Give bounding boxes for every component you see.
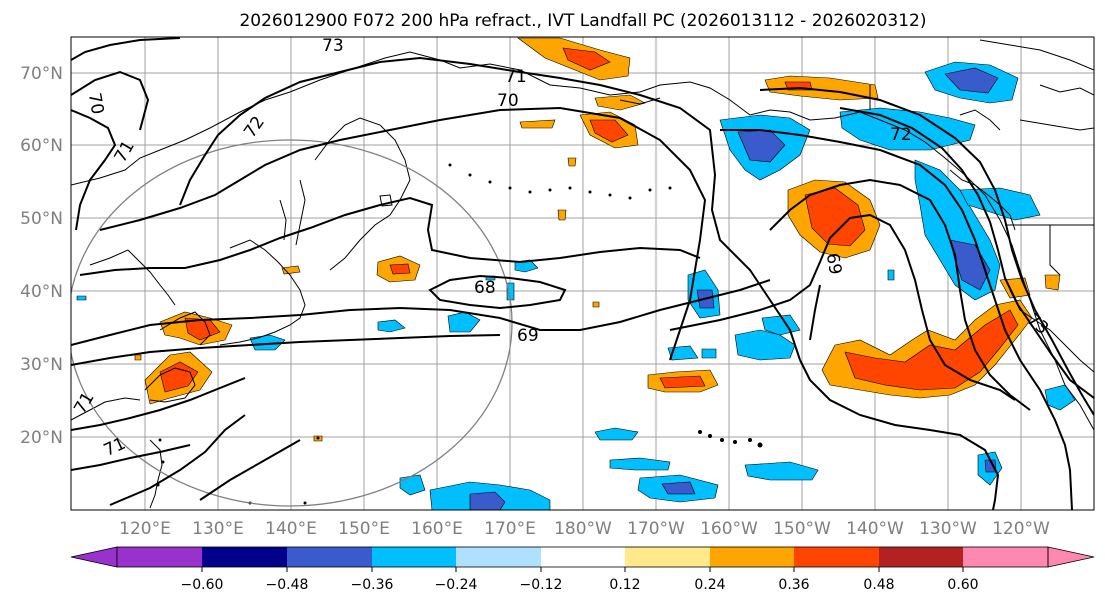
colorbar-tick-label: 0.48 bbox=[863, 577, 894, 593]
colorbar-tick-label: 0.60 bbox=[947, 577, 978, 593]
colorbar-extend-high bbox=[1047, 546, 1095, 568]
colorbar-bin bbox=[117, 547, 202, 567]
lat-label: 40°N bbox=[20, 282, 63, 302]
colorbar-bin bbox=[287, 547, 372, 567]
colorbar-tick-label: −0.24 bbox=[435, 577, 478, 593]
range-circle bbox=[71, 139, 513, 507]
lon-label: 140°E bbox=[265, 519, 317, 539]
contour-label: 68 bbox=[474, 278, 496, 298]
colorbar-tick-label: 0.36 bbox=[778, 577, 809, 593]
colorbar-bin bbox=[963, 547, 1048, 567]
ivt-negative-patches bbox=[76, 61, 1076, 510]
lon-label: 170°W bbox=[627, 519, 685, 539]
colorbar-bin bbox=[372, 547, 456, 567]
lon-label: 130°E bbox=[192, 519, 244, 539]
colorbar-tick-label: 0.12 bbox=[609, 577, 640, 593]
lon-label: 120°E bbox=[119, 519, 171, 539]
colorbar-ticks bbox=[201, 567, 964, 572]
lat-label: 50°N bbox=[20, 209, 63, 229]
contour-label: 72 bbox=[890, 125, 912, 145]
contour-label: 70 bbox=[84, 91, 107, 116]
longitude-labels: 120°E 130°E 140°E 150°E 160°E 170°E 180°… bbox=[119, 519, 1050, 539]
colorbar-tick-label: −0.36 bbox=[351, 577, 394, 593]
colorbar-tick-label: 0.24 bbox=[694, 577, 725, 593]
colorbar-bin bbox=[202, 547, 287, 567]
colorbar-bin bbox=[879, 547, 963, 567]
lat-label: 70°N bbox=[20, 64, 63, 84]
colorbar-tick-label: −0.12 bbox=[520, 577, 563, 593]
colorbar-tick-label: −0.48 bbox=[266, 577, 309, 593]
lat-label: 60°N bbox=[20, 136, 63, 156]
colorbar-tick-label: −0.60 bbox=[181, 577, 224, 593]
islands bbox=[156, 163, 763, 505]
lon-label: 150°W bbox=[773, 519, 831, 539]
figure-title: 2026012900 F072 200 hPa refract., IVT La… bbox=[239, 11, 926, 31]
lon-label: 140°W bbox=[846, 519, 904, 539]
ivt-positive-patches bbox=[134, 37, 1061, 442]
lon-label: 120°W bbox=[992, 519, 1050, 539]
colorbar-bin bbox=[541, 547, 625, 567]
latitude-labels: 70°N 60°N 50°N 40°N 30°N 20°N bbox=[20, 64, 63, 448]
contours bbox=[71, 37, 1094, 510]
colorbar-bin bbox=[794, 547, 879, 567]
contour-label: 71 bbox=[505, 67, 527, 87]
lon-label: 170°E bbox=[484, 519, 536, 539]
lon-label: 160°E bbox=[411, 519, 463, 539]
lon-label: 160°W bbox=[700, 519, 758, 539]
contour-label: 69 bbox=[822, 252, 845, 277]
gridlines bbox=[71, 37, 1094, 510]
lat-label: 20°N bbox=[20, 428, 63, 448]
colorbar-bin bbox=[710, 547, 794, 567]
colorbar-extend-low bbox=[70, 546, 118, 568]
lat-label: 30°N bbox=[20, 355, 63, 375]
lon-label: 180°W bbox=[554, 519, 612, 539]
map-panel: 73 71 70 72 71 70 72 69 68 69 73 71 71 bbox=[70, 36, 1095, 511]
colorbar: −0.60 −0.48 −0.36 −0.24 −0.12 0.12 0.24 … bbox=[70, 546, 1095, 593]
contour-label: 73 bbox=[322, 36, 344, 56]
colorbar-bin bbox=[625, 547, 710, 567]
colorbar-bin bbox=[456, 547, 541, 567]
contour-label: 69 bbox=[517, 326, 539, 346]
lon-label: 150°E bbox=[338, 519, 390, 539]
lon-label: 130°W bbox=[919, 519, 977, 539]
contour-label: 70 bbox=[497, 91, 519, 111]
